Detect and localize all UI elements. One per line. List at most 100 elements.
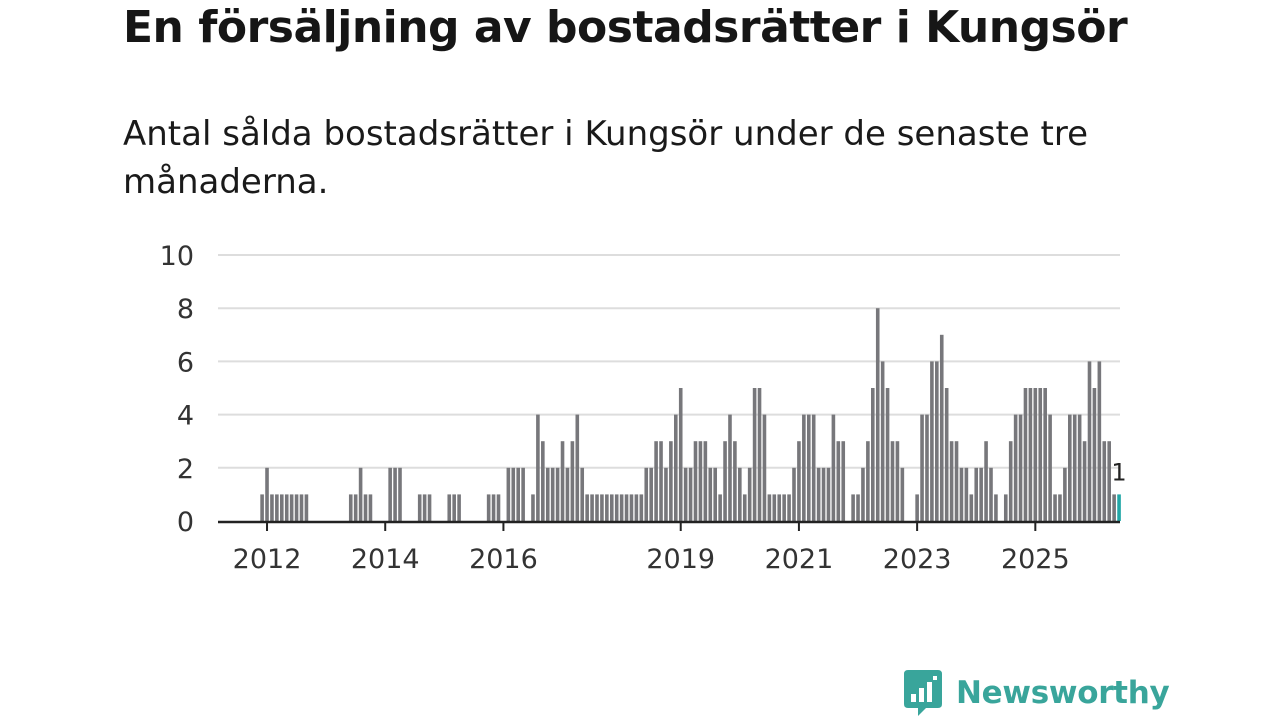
bar [555, 467, 560, 521]
bar [1058, 494, 1062, 521]
bar [752, 388, 757, 521]
bar [506, 467, 511, 521]
bar [664, 467, 668, 521]
bar [659, 441, 663, 521]
x-tick-label: 2019 [646, 544, 715, 575]
brand-name: Newsworthy [956, 675, 1170, 711]
bar [1038, 388, 1043, 521]
bar [590, 494, 594, 521]
bar [398, 467, 402, 521]
bar [974, 467, 979, 521]
bar [669, 441, 673, 521]
bar [521, 467, 525, 521]
bar [516, 467, 520, 521]
bar [703, 441, 708, 521]
grid-lines [218, 254, 1120, 469]
bar [836, 441, 841, 521]
bar [550, 467, 555, 521]
bar [536, 414, 540, 521]
x-tick-label: 2023 [883, 544, 952, 575]
bar [1053, 494, 1057, 521]
bar [949, 441, 954, 521]
bar [1048, 414, 1052, 521]
bar [678, 388, 683, 521]
x-axis-ticks: 2012 2014 2016 2019 2021 2023 2025 [233, 523, 1070, 575]
bar [575, 414, 580, 521]
bar [1107, 441, 1111, 521]
bar [816, 467, 821, 521]
bar [683, 467, 688, 521]
bar [1013, 414, 1018, 521]
bar-chart: 0 2 4 6 8 10 2012 2014 2016 2019 2021 2023 2025 1 [160, 241, 1127, 575]
bar [368, 494, 373, 521]
bar [565, 467, 570, 521]
bar [348, 494, 353, 521]
chart-subtitle: Antal sålda bostadsrätter i Kungsör unde… [123, 114, 1088, 202]
bar [265, 467, 269, 521]
bar [954, 441, 959, 521]
bar [624, 494, 629, 521]
x-tick-label: 2016 [469, 544, 538, 575]
bar [541, 441, 545, 521]
bar [1077, 414, 1082, 521]
bar [826, 467, 831, 521]
bar [959, 467, 964, 521]
bar [570, 441, 575, 521]
newsworthy-logo-icon [904, 670, 942, 716]
x-tick-label: 2014 [351, 544, 420, 575]
bar [674, 414, 678, 521]
bar [294, 494, 299, 521]
bar [733, 441, 737, 521]
bar [1043, 388, 1047, 521]
bar [841, 441, 846, 521]
bar [895, 441, 900, 521]
bar [422, 494, 427, 521]
bar [595, 494, 599, 521]
bar [1008, 441, 1013, 521]
y-tick-label: 6 [177, 347, 194, 378]
bar [688, 467, 693, 521]
bar [491, 494, 496, 521]
bar [915, 494, 919, 521]
bar [762, 414, 767, 521]
bar [713, 467, 717, 521]
bar [885, 388, 890, 521]
bar [806, 414, 811, 521]
bar [1023, 388, 1028, 521]
bar [1112, 494, 1116, 521]
bar [289, 494, 294, 521]
bar [979, 467, 983, 521]
bar [353, 494, 358, 521]
bar [270, 494, 274, 521]
bar [1092, 388, 1097, 521]
bar [417, 494, 422, 521]
y-tick-label: 10 [160, 241, 194, 272]
y-tick-label: 8 [177, 294, 194, 325]
bar [944, 388, 949, 521]
x-tick-label: 2025 [1001, 544, 1070, 575]
bar [777, 494, 782, 521]
bar [280, 494, 284, 521]
bar [989, 467, 993, 521]
annotations: 1 [1111, 458, 1126, 486]
bar [605, 494, 609, 521]
bar [304, 494, 309, 521]
bar [1097, 361, 1102, 521]
bar [486, 494, 491, 521]
bar [920, 414, 924, 521]
bar [639, 494, 644, 521]
bar [723, 441, 727, 521]
bar [619, 494, 624, 521]
bar [260, 494, 264, 521]
bar [767, 494, 772, 521]
bar [797, 441, 801, 521]
bar [728, 414, 732, 521]
bar [457, 494, 461, 521]
bar [930, 361, 934, 521]
bar [1102, 441, 1107, 521]
bar [634, 494, 639, 521]
latest-value-label: 1 [1111, 458, 1126, 486]
bar [1072, 414, 1077, 521]
bar [496, 494, 501, 521]
y-tick-label: 0 [177, 507, 194, 538]
